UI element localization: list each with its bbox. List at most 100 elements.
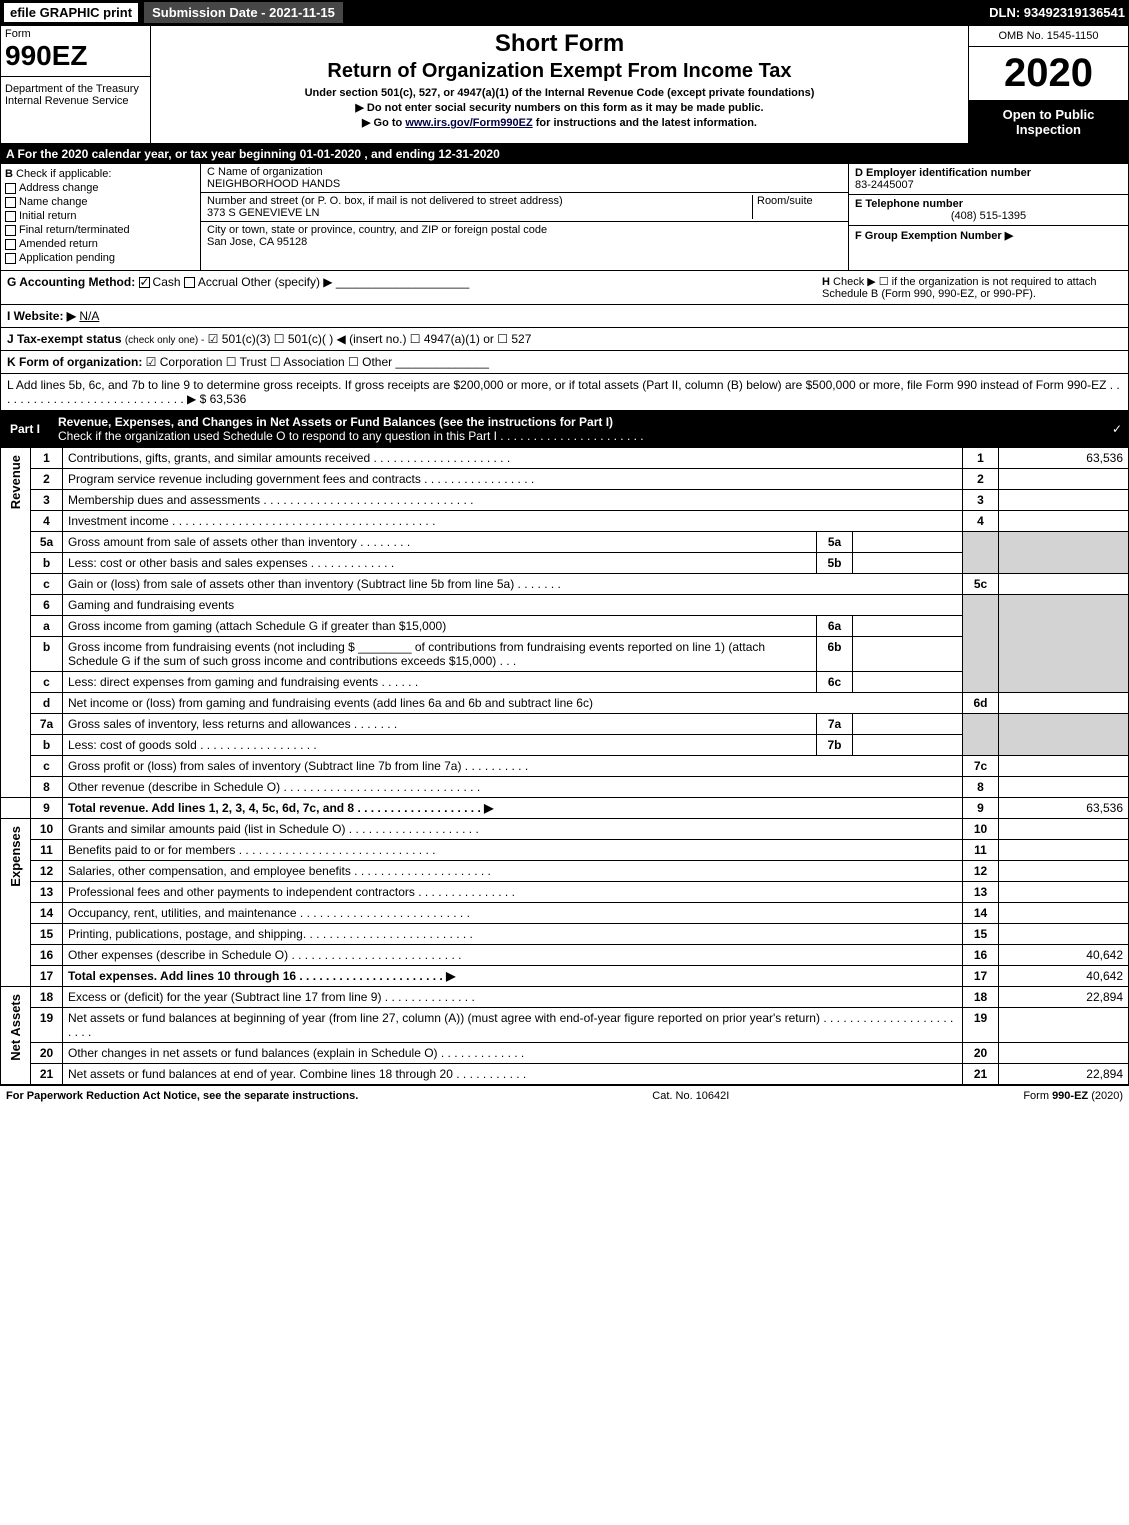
chk-accrual[interactable]	[184, 277, 195, 288]
header-right: OMB No. 1545-1150 2020 Open to Public In…	[968, 26, 1128, 143]
row-l: L Add lines 5b, 6c, and 7b to line 9 to …	[0, 374, 1129, 411]
f-group: F Group Exemption Number ▶	[849, 226, 1128, 245]
line-21-num: 21	[31, 1064, 63, 1085]
c-city-label: City or town, state or province, country…	[207, 224, 547, 236]
line-18-num: 18	[31, 987, 63, 1008]
i-label: I Website: ▶	[7, 309, 76, 323]
chk-cash[interactable]	[139, 277, 150, 288]
l-text: L Add lines 5b, 6c, and 7b to line 9 to …	[7, 378, 1120, 406]
e-label: E Telephone number	[855, 198, 963, 210]
line-11-desc: Benefits paid to or for members . . . . …	[63, 840, 963, 861]
gray-6-amt	[999, 595, 1129, 693]
line-12-rnum: 12	[963, 861, 999, 882]
page-footer: For Paperwork Reduction Act Notice, see …	[0, 1085, 1129, 1106]
line-5c-num: c	[31, 574, 63, 595]
f-label: F Group Exemption Number ▶	[855, 230, 1013, 242]
line-2-desc: Program service revenue including govern…	[63, 469, 963, 490]
line-6b-val	[853, 637, 963, 672]
line-16-amount: 40,642	[999, 945, 1129, 966]
chk-address-change[interactable]: Address change	[5, 182, 196, 194]
k-label: K Form of organization:	[7, 355, 142, 369]
l-value: 63,536	[210, 392, 247, 406]
line-5a-desc: Gross amount from sale of assets other t…	[63, 532, 817, 553]
j-opts: ☑ 501(c)(3) ☐ 501(c)( ) ◀ (insert no.) ☐…	[208, 332, 532, 346]
tax-year: 2020	[969, 47, 1128, 101]
gray-5ab	[963, 532, 999, 574]
line-11-num: 11	[31, 840, 63, 861]
c-org-name: NEIGHBORHOOD HANDS	[207, 178, 340, 190]
submission-date-label: Submission Date - 2021-11-15	[144, 2, 343, 23]
section-def: D Employer identification number 83-2445…	[848, 164, 1128, 270]
line-5b-desc: Less: cost or other basis and sales expe…	[63, 553, 817, 574]
gray-7	[963, 714, 999, 756]
line-10-rnum: 10	[963, 819, 999, 840]
line-2-amount	[999, 469, 1129, 490]
line-19-rnum: 19	[963, 1008, 999, 1043]
line-20-desc: Other changes in net assets or fund bala…	[63, 1043, 963, 1064]
part1-checkbox[interactable]	[1107, 418, 1129, 440]
line-14-amount	[999, 903, 1129, 924]
chk-final-return[interactable]: Final return/terminated	[5, 224, 196, 236]
line-6b-desc: Gross income from fundraising events (no…	[63, 637, 817, 672]
chk-initial-return[interactable]: Initial return	[5, 210, 196, 222]
line-10-num: 10	[31, 819, 63, 840]
line-7b-num: b	[31, 735, 63, 756]
dln-label: DLN: 93492319136541	[989, 5, 1125, 20]
line-6d-num: d	[31, 693, 63, 714]
line-7c-amount	[999, 756, 1129, 777]
g-other: Other (specify) ▶	[241, 275, 332, 289]
part1-check-line: Check if the organization used Schedule …	[58, 429, 644, 443]
line-15-desc: Printing, publications, postage, and shi…	[63, 924, 963, 945]
line-6a-box: 6a	[817, 616, 853, 637]
line-10-desc: Grants and similar amounts paid (list in…	[63, 819, 963, 840]
form-word: Form	[1, 26, 150, 40]
line-3-amount	[999, 490, 1129, 511]
h-label: H	[822, 276, 830, 288]
d-label: D Employer identification number	[855, 167, 1031, 179]
line-6c-desc: Less: direct expenses from gaming and fu…	[63, 672, 817, 693]
line-6a-num: a	[31, 616, 63, 637]
row-k: K Form of organization: ☑ Corporation ☐ …	[0, 351, 1129, 374]
line-5a-box: 5a	[817, 532, 853, 553]
line-13-amount	[999, 882, 1129, 903]
chk-name-change[interactable]: Name change	[5, 196, 196, 208]
efile-print-label[interactable]: efile GRAPHIC print	[4, 3, 138, 22]
chk-application-pending[interactable]: Application pending	[5, 252, 196, 264]
line-5a-num: 5a	[31, 532, 63, 553]
line-12-num: 12	[31, 861, 63, 882]
line-21-desc: Net assets or fund balances at end of ye…	[63, 1064, 963, 1085]
line-1-amount: 63,536	[999, 448, 1129, 469]
line-9-num: 9	[31, 798, 63, 819]
line-7c-num: c	[31, 756, 63, 777]
line-6c-box: 6c	[817, 672, 853, 693]
line-19-amount	[999, 1008, 1129, 1043]
header-left: Form 990EZ Department of the Treasury In…	[1, 26, 151, 143]
row-j: J Tax-exempt status (check only one) - ☑…	[0, 328, 1129, 351]
line-17-rnum: 17	[963, 966, 999, 987]
line-6b-box: 6b	[817, 637, 853, 672]
h-text: Check ▶ ☐ if the organization is not req…	[822, 276, 1097, 300]
chk-amended-return[interactable]: Amended return	[5, 238, 196, 250]
return-title: Return of Organization Exempt From Incom…	[159, 60, 960, 83]
gray-7-amt	[999, 714, 1129, 756]
revenue-sidelabel: Revenue	[1, 448, 31, 798]
line-6c-val	[853, 672, 963, 693]
line-14-desc: Occupancy, rent, utilities, and maintena…	[63, 903, 963, 924]
line-16-desc: Other expenses (describe in Schedule O) …	[63, 945, 963, 966]
line-8-amount	[999, 777, 1129, 798]
gray-5ab-amt	[999, 532, 1129, 574]
line-9-rnum: 9	[963, 798, 999, 819]
line-12-amount	[999, 861, 1129, 882]
footer-left: For Paperwork Reduction Act Notice, see …	[6, 1090, 358, 1102]
part1-label: Part I	[0, 418, 50, 440]
line-18-desc: Excess or (deficit) for the year (Subtra…	[63, 987, 963, 1008]
line-21-amount: 22,894	[999, 1064, 1129, 1085]
line-15-rnum: 15	[963, 924, 999, 945]
line-21-rnum: 21	[963, 1064, 999, 1085]
line-5b-num: b	[31, 553, 63, 574]
goto-pre: ▶ Go to	[362, 117, 405, 129]
line-9-amount: 63,536	[999, 798, 1129, 819]
line-1-num: 1	[31, 448, 63, 469]
irs-link[interactable]: www.irs.gov/Form990EZ	[405, 117, 532, 129]
line-6b-num: b	[31, 637, 63, 672]
